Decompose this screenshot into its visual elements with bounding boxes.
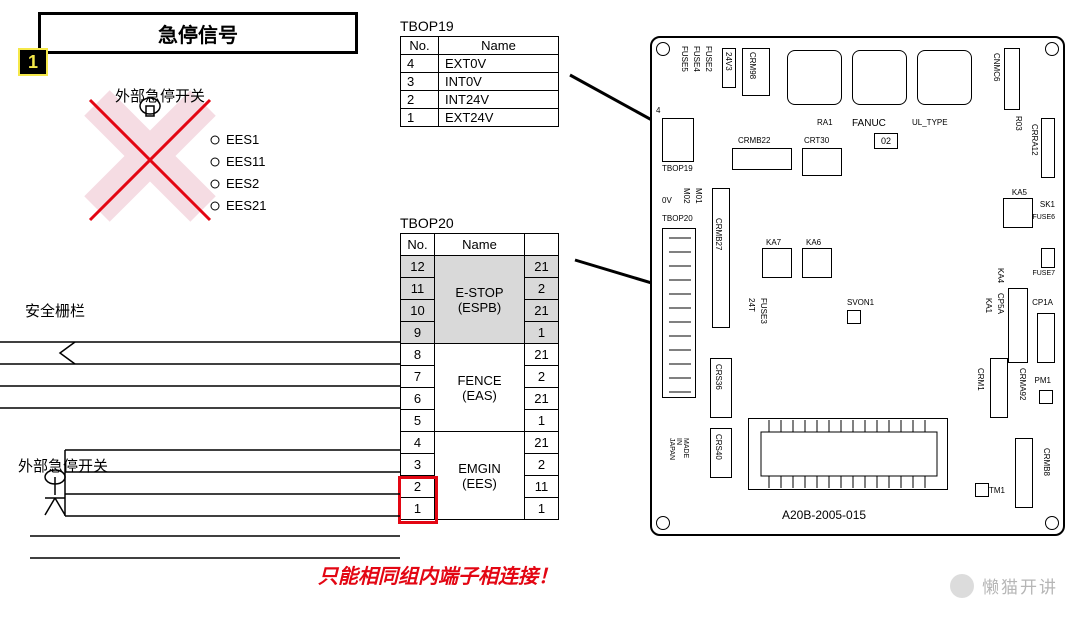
lbl-crm98: CRM98 [748,52,757,79]
conn-tbop19 [662,118,694,162]
group-name: FENCE(EAS) [435,344,525,432]
lbl-fuse7: FUSE7 [1032,270,1055,277]
lbl-24v3: 24V3 [724,52,733,71]
red-highlight-box [398,476,438,524]
lbl-crs36: CRS36 [714,364,723,390]
th-name: Name [439,37,559,55]
table-row: 4EMGIN(EES)21 [401,432,559,454]
lbl-pm1: PM1 [1035,376,1051,385]
tbop20-block: TBOP20 No. Name 12E-STOP(ESPB)21 112 102… [400,215,559,520]
lbl-ka1: KA1 [984,298,993,313]
table-row: 2INT24V [401,91,559,109]
lbl-crra12: CRRA12 [1030,124,1039,156]
table-row: 3INT0V [401,73,559,91]
lbl-fuse3: FUSE3 [759,298,768,324]
pin-label: EES21 [226,198,266,213]
lbl-crmb27: CRMB27 [714,218,723,250]
title-box: 急停信号 [38,12,358,54]
safety-fence-icon [0,342,400,408]
lbl-tm1: TM1 [989,486,1005,495]
th-no: No. [401,234,435,256]
lbl-crmb8: CRMB8 [1042,448,1051,476]
lbl-cp1a: CP1A [1032,298,1053,307]
lbl-madein: MADEINJAPAN [668,438,689,460]
top-switch-icon [84,90,219,222]
tbop20-label: TBOP20 [400,215,559,231]
th-no: No. [401,37,439,55]
tbop19-block: TBOP19 No. Name 4EXT0V 3INT0V 2INT24V 1E… [400,18,559,127]
board-id: A20B-2005-015 [782,508,866,522]
lbl-0v: 0V [662,196,672,205]
lbl-fuse4: FUSE4 [692,46,701,72]
tbop19-table: No. Name 4EXT0V 3INT0V 2INT24V 1EXT24V [400,36,559,127]
lbl-fuse6: FUSE6 [1032,214,1055,221]
lbl-crmb22: CRMB22 [738,136,770,145]
lbl-24t: 24T [747,298,756,312]
lbl-cnmc6: CNMC6 [992,53,1001,81]
th-name: Name [435,234,525,256]
lbl-crt30: CRT30 [804,136,829,145]
lbl-cp5a: CP5A [996,293,1005,314]
lbl-ka4: KA4 [996,268,1005,283]
lbl-r03: R03 [1014,116,1023,131]
lbl-ka6: KA6 [806,238,821,247]
ic-chip [748,418,948,490]
pin-label: EES2 [226,176,259,191]
lbl-crs40: CRS40 [714,434,723,460]
table-row: 4EXT0V [401,55,559,73]
lbl-crm1: CRM1 [976,368,985,391]
lbl-ka7: KA7 [766,238,781,247]
lbl-ul: UL_TYPE [912,118,948,127]
conn-tbop20 [662,228,696,398]
lbl-fuse2: FUSE2 [704,46,713,72]
sw-02: 02 [874,133,898,149]
lbl-ra1: RA1 [817,118,833,127]
pin-label: EES11 [226,154,266,169]
lbl-brand: FANUC [852,118,886,129]
lbl-m01: M01 [694,188,703,204]
table-row: 8FENCE(EAS)21 [401,344,559,366]
pcb-board: FUSE5 FUSE4 FUSE2 24V3 CRM98 CNMC6 RA1 F… [650,36,1065,536]
lbl-crma92: CRMA92 [1018,368,1027,400]
top-switch-label: 外部急停开关 [115,85,205,106]
bottom-switch-label: 外部急停开关 [18,455,108,476]
group-name: EMGIN(EES) [435,432,525,520]
wechat-icon [950,574,974,598]
watermark: 懒猫开讲 [950,573,1058,598]
tbop19-label: TBOP19 [400,18,559,34]
table-row: 12E-STOP(ESPB)21 [401,256,559,278]
pin-label: EES1 [226,132,259,147]
lbl-tbop19: TBOP19 [662,164,693,173]
lbl-sk1: SK1 [1040,200,1055,209]
lbl-fuse5: FUSE5 [680,46,689,72]
fence-label: 安全栅栏 [25,300,85,321]
th-pin [525,234,559,256]
watermark-text: 懒猫开讲 [982,573,1058,598]
table-row: 1EXT24V [401,109,559,127]
lbl-m02: M02 [682,188,691,204]
title-text: 急停信号 [158,19,238,48]
lbl-ka5: KA5 [1012,188,1027,197]
group-name: E-STOP(ESPB) [435,256,525,344]
lbl-tbop20: TBOP20 [662,214,693,223]
lbl-svon1: SVON1 [847,298,874,307]
schematic-svg [0,70,400,630]
